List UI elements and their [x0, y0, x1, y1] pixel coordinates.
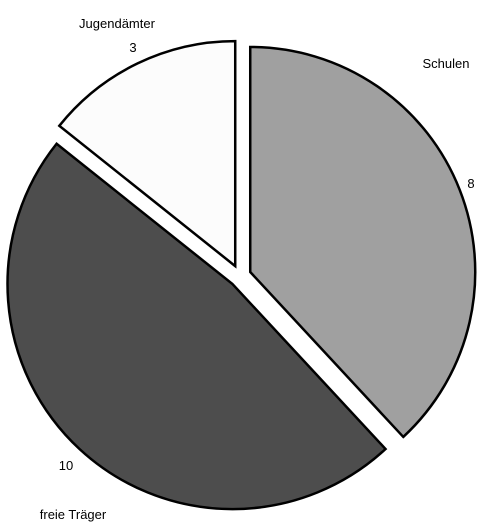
value-label-freie-tr-ger: 10 — [59, 458, 73, 473]
pie-slice-schulen — [248, 45, 477, 439]
value-label-jugend-mter: 3 — [129, 40, 136, 55]
category-label-schulen: Schulen — [423, 56, 470, 71]
pie-slices — [6, 39, 477, 511]
pie-slice-jugend-mter — [57, 39, 237, 269]
category-label-freie-tr-ger: freie Träger — [40, 507, 107, 522]
pie-slice-freie-tr-ger — [6, 142, 388, 511]
pie-labels: Schulen 8 freie Träger 10 Jugendämter 3 — [40, 16, 475, 522]
category-label-jugend-mter: Jugendämter — [79, 16, 156, 31]
value-label-schulen: 8 — [467, 176, 474, 191]
